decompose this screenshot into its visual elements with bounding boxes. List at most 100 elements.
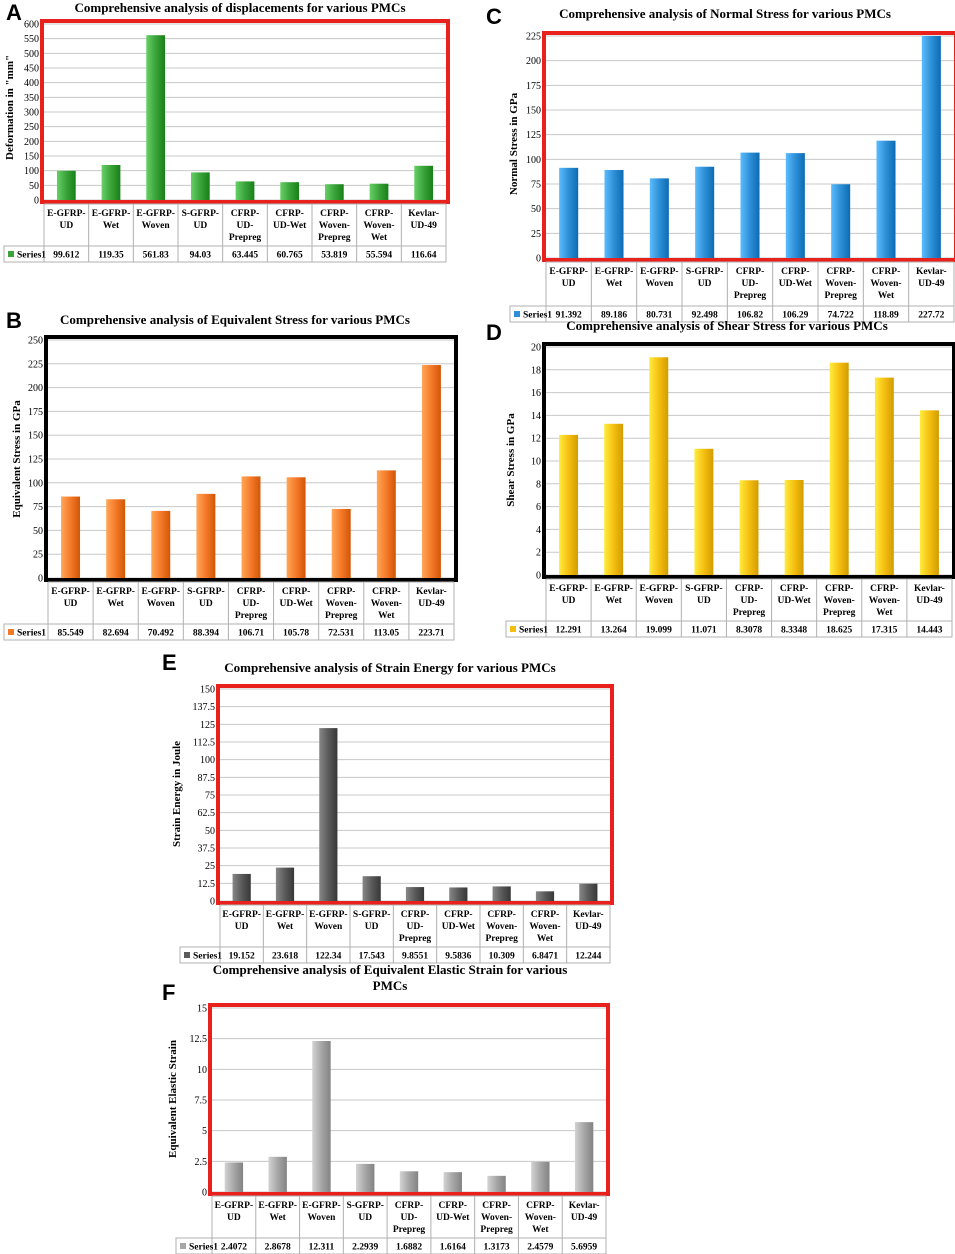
- category-line: CFRP-: [365, 209, 394, 219]
- category-line: CFRP-: [327, 587, 356, 597]
- category-line: Kevlar-: [914, 584, 945, 594]
- legend-series-name: Series1: [17, 629, 46, 639]
- bar-chart-svg: 0255075100125150175200225250E-GFRP-UDE-G…: [3, 335, 458, 641]
- bar: [190, 172, 210, 200]
- bar-chart-svg: 0 50 100 150 200 250 300 350 400 450 500 550 600 E-GF…: [3, 19, 450, 263]
- category-line: CFRP-: [736, 267, 765, 277]
- category-line: UD-: [742, 279, 759, 289]
- x-category-label: CFRP- UD-Wet: [442, 910, 476, 932]
- bar: [101, 164, 121, 200]
- legend-swatch: [510, 626, 516, 632]
- x-category-label: CFRP- UD- Prepreg: [229, 209, 262, 243]
- y-tick-label: 112.5: [193, 738, 215, 749]
- bar: [376, 470, 396, 578]
- y-tick-label: 50: [29, 181, 39, 192]
- bar: [829, 362, 849, 575]
- y-tick-label: 125: [28, 455, 43, 466]
- category-line: Kevlar-: [916, 267, 947, 277]
- chart-title: Comprehensive analysis of Normal Stress …: [559, 6, 891, 21]
- x-category-label: E-GFRP- UD: [215, 1201, 254, 1223]
- category-line: Wet: [878, 291, 895, 301]
- data-value-label: 99.612: [53, 251, 79, 261]
- bar: [61, 496, 81, 578]
- category-line: Prepreg: [235, 611, 268, 621]
- category-line: Woven-: [486, 922, 517, 932]
- y-tick-label: 0: [38, 574, 43, 585]
- y-tick-label: 150: [526, 106, 541, 117]
- data-value-label: 18.625: [826, 626, 852, 636]
- category-line: UD-Wet: [273, 221, 307, 231]
- bar: [232, 873, 251, 901]
- category-line: CFRP-: [275, 209, 304, 219]
- plot-frame: [542, 31, 955, 262]
- x-category-label: E-GFRP- Wet: [258, 1201, 297, 1223]
- bar: [268, 1156, 287, 1192]
- data-value-label: 1.3173: [483, 1243, 509, 1253]
- data-value-label: 17.543: [359, 952, 385, 962]
- category-line: CFRP-: [444, 910, 473, 920]
- data-value-label: 6.8471: [532, 952, 558, 962]
- bar: [919, 410, 939, 575]
- category-line: Woven-: [825, 279, 856, 289]
- category-line: UD-: [243, 599, 260, 609]
- x-category-label: E-GFRP- Woven: [142, 587, 181, 609]
- bar: [876, 140, 896, 258]
- category-line: Woven-: [481, 1213, 512, 1223]
- data-value-label: 53.819: [321, 251, 347, 261]
- y-tick-label: 2: [536, 548, 541, 559]
- data-value-label: 2.8678: [265, 1243, 291, 1253]
- data-value-label: 70.492: [148, 629, 174, 639]
- category-line: E-GFRP-: [549, 267, 588, 277]
- data-value-label: 106.29: [782, 311, 808, 321]
- x-category-label: CFRP- Woven- Wet: [529, 910, 560, 944]
- x-category-label: CFRP- UD- Prepreg: [733, 584, 766, 618]
- y-tick-label: 5: [202, 1126, 207, 1137]
- y-tick-label: 10: [197, 1065, 207, 1076]
- y-tick-label: 0: [210, 897, 215, 908]
- data-value-label: 122.34: [315, 952, 341, 962]
- bar: [574, 1122, 594, 1192]
- data-value-label: 223.71: [418, 629, 444, 639]
- y-tick-label: 125: [526, 130, 541, 141]
- panel-label-c: C: [486, 4, 502, 29]
- x-category-label: S-GFRP- UD: [187, 587, 224, 609]
- y-tick-label: 14: [531, 411, 541, 422]
- x-category-label: E-GFRP- Woven: [309, 910, 348, 932]
- x-category-label: E-GFRP- UD: [549, 267, 588, 289]
- category-line: CFRP-: [282, 587, 311, 597]
- bar: [784, 479, 804, 575]
- category-line: UD-: [741, 596, 758, 606]
- x-category-label: S-GFRP- UD: [685, 584, 722, 606]
- category-line: UD-49: [916, 596, 943, 606]
- category-line: Woven-: [529, 922, 560, 932]
- category-line: Wet: [378, 611, 395, 621]
- bar: [151, 510, 171, 578]
- data-value-label: 89.186: [601, 311, 627, 321]
- category-line: Woven-: [525, 1213, 556, 1223]
- category-line: Kevlar-: [408, 209, 439, 219]
- bar: [531, 1161, 550, 1192]
- chart-panel-b: 0 25 50 75 100 125 150 175 200 225 250 E-GFRP-UD E-G…: [0, 334, 462, 641]
- data-value-label: 119.35: [98, 251, 124, 261]
- category-line: UD-Wet: [279, 599, 313, 609]
- category-line: Wet: [371, 233, 388, 243]
- y-tick-label: 7.5: [195, 1096, 208, 1107]
- bar: [146, 35, 166, 200]
- chart-title: Comprehensive analysis of Strain Energy …: [224, 660, 556, 675]
- category-line: UD: [199, 599, 213, 609]
- category-line: E-GFRP-: [222, 910, 261, 920]
- data-value-label: 116.64: [411, 251, 437, 261]
- category-line: E-GFRP-: [47, 209, 86, 219]
- category-line: Woven: [147, 599, 176, 609]
- data-value-label: 60.765: [277, 251, 303, 261]
- category-line: UD: [562, 279, 576, 289]
- chart-title: Comprehensive analysis of Shear Stress f…: [566, 318, 888, 333]
- category-line: Wet: [269, 1213, 286, 1223]
- y-tick-label: 75: [205, 791, 215, 802]
- category-line: UD-Wet: [442, 922, 476, 932]
- category-line: CFRP-: [735, 584, 764, 594]
- y-tick-label: 50: [205, 826, 215, 837]
- category-line: UD-49: [918, 279, 945, 289]
- bar: [831, 184, 851, 258]
- y-tick-label: 300: [24, 108, 39, 119]
